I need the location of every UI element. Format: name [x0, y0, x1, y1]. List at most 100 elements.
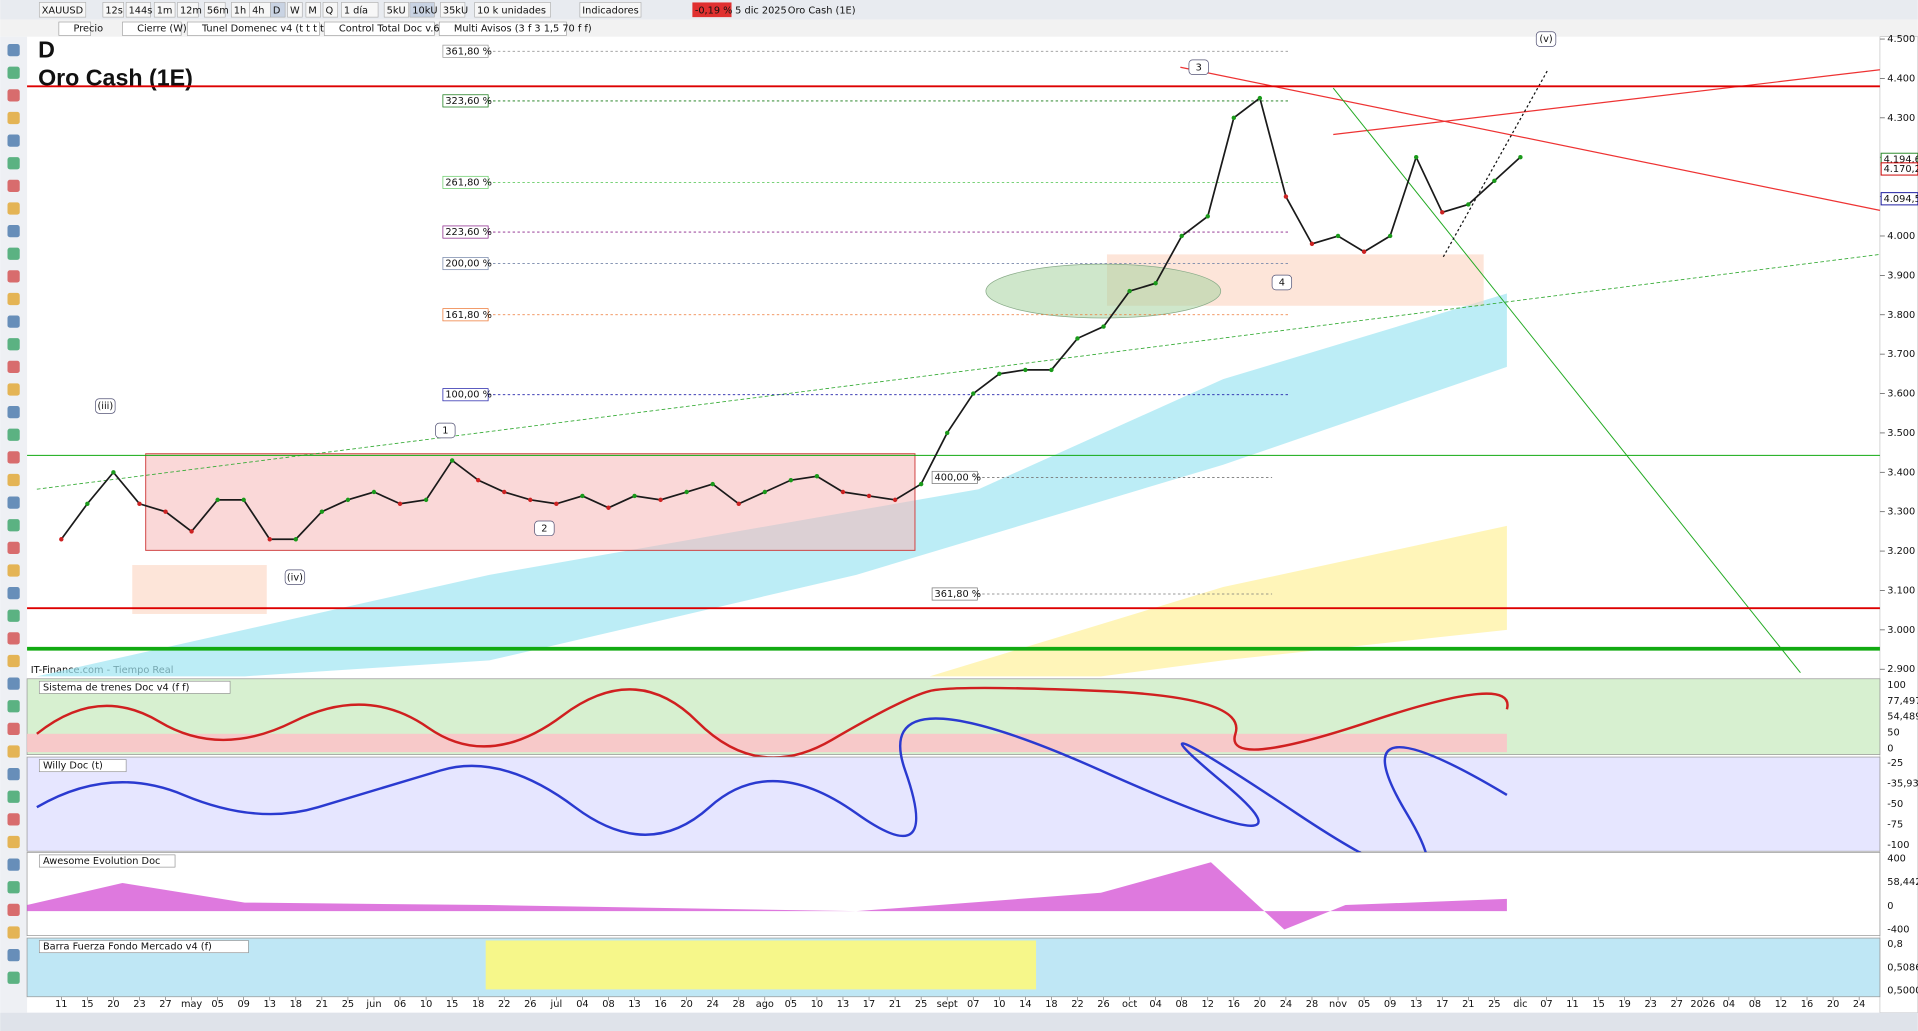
toolbar-label[interactable]: 1 día [344, 4, 368, 16]
toolbar-label[interactable]: D [273, 5, 281, 16]
tool-icon[interactable] [7, 451, 20, 464]
toolbar-button[interactable] [287, 2, 303, 18]
tool-icon[interactable] [7, 949, 20, 962]
tool-icon[interactable] [7, 677, 20, 690]
price-point [267, 537, 272, 542]
tool-icon[interactable] [7, 519, 20, 532]
indicator-tab-label[interactable]: Tunel Domenec v4 (t t t t t t) [201, 24, 342, 35]
toolbar-button[interactable] [322, 2, 339, 18]
toolbar-label[interactable]: 4h [252, 5, 264, 16]
fib-box [442, 388, 489, 402]
toolbar-label[interactable]: Indicadores [582, 5, 638, 16]
tool-icon[interactable] [7, 858, 20, 871]
x-tick-label: 10 [420, 999, 432, 1010]
toolbar-label[interactable]: 12s [105, 5, 123, 16]
tool-icon[interactable] [7, 971, 20, 984]
price-point [997, 371, 1002, 377]
tool-icon[interactable] [7, 903, 20, 917]
tool-icon[interactable] [7, 587, 20, 600]
tool-icon[interactable] [7, 292, 20, 306]
x-tick-label: 10 [993, 999, 1005, 1010]
toolbar-button[interactable] [177, 2, 199, 18]
toolbar-button[interactable] [204, 2, 226, 18]
toolbar-button[interactable] [409, 2, 435, 18]
tool-icon[interactable] [7, 745, 20, 758]
tool-icon[interactable] [7, 44, 20, 57]
tool-icon[interactable] [7, 360, 20, 374]
tool-icon[interactable] [7, 541, 20, 555]
tool-icon[interactable] [7, 428, 20, 441]
toolbar-label[interactable]: W [290, 5, 300, 16]
toolbar-button[interactable] [474, 2, 551, 18]
toolbar-label[interactable]: 10 k unidades [477, 5, 546, 16]
panel-axis-label: 0,5000 [1887, 986, 1918, 997]
tool-icon[interactable] [7, 270, 20, 283]
toolbar-label[interactable]: Q [325, 5, 333, 16]
indicator-tab[interactable] [58, 21, 91, 36]
tool-icon[interactable] [7, 225, 20, 238]
toolbar-button[interactable] [153, 2, 176, 18]
toolbar-label[interactable]: 12m [180, 5, 202, 16]
toolbar-button[interactable] [102, 2, 124, 18]
tool-icon[interactable] [7, 926, 20, 939]
toolbar-button[interactable] [38, 2, 87, 18]
tool-icon[interactable] [7, 89, 20, 102]
panel-title-box [38, 680, 231, 694]
toolbar-button[interactable] [125, 2, 151, 18]
toolbar-label[interactable]: 35kU [443, 5, 468, 16]
x-tick-label: 13 [264, 999, 276, 1010]
range-box [132, 565, 267, 614]
tool-icon[interactable] [7, 406, 20, 419]
tool-icon[interactable] [7, 835, 20, 849]
tool-icon[interactable] [7, 338, 20, 351]
x-tick-label: 13 [628, 999, 640, 1010]
indicator-tab-label[interactable]: Precio [74, 24, 104, 35]
tool-icon[interactable] [7, 202, 20, 215]
tool-icon[interactable] [7, 496, 20, 509]
y-tick-label: 3.000 [1887, 625, 1915, 636]
toolbar-button[interactable] [270, 2, 286, 18]
toolbar-label[interactable]: 56m [207, 5, 229, 16]
toolbar-button[interactable] [341, 2, 379, 18]
tool-icon[interactable] [7, 315, 20, 328]
toolbar-button[interactable] [579, 2, 642, 18]
price-point [1413, 155, 1419, 160]
tool-icon[interactable] [7, 609, 20, 622]
indicator-tab-label[interactable]: Cierre (W) [137, 24, 187, 35]
toolbar-label[interactable]: 144s [129, 5, 153, 16]
tool-icon[interactable] [7, 881, 20, 894]
indicator-tab[interactable] [438, 21, 567, 36]
tool-icon[interactable] [7, 700, 20, 713]
toolbar-button[interactable] [440, 2, 466, 18]
indicator-tab-label[interactable]: Multi Avisos (3 f 3 1,5 70 f f) [454, 24, 592, 35]
tool-icon[interactable] [7, 134, 20, 147]
toolbar-label[interactable]: 1m [157, 5, 173, 16]
tool-icon[interactable] [7, 722, 20, 736]
tool-icon[interactable] [7, 157, 20, 170]
price-point [502, 489, 507, 495]
tool-icon[interactable] [7, 768, 20, 781]
x-tick-label: 21 [1462, 999, 1474, 1010]
tool-icon[interactable] [7, 813, 20, 826]
toolbar-label[interactable]: 10kU [412, 5, 437, 16]
tool-icon[interactable] [7, 179, 20, 193]
tool-icon[interactable] [7, 247, 20, 260]
indicator-tab[interactable] [186, 21, 320, 36]
toolbar-label[interactable]: 5kU [387, 5, 406, 16]
toolbar-label[interactable]: 1h [234, 5, 246, 16]
toolbar-label[interactable]: M [308, 5, 316, 16]
indicator-tab[interactable] [323, 21, 435, 36]
toolbar-button[interactable] [383, 2, 409, 18]
tool-icon[interactable] [7, 564, 20, 577]
indicator-tab-label[interactable]: Control Total Doc v.6 [339, 24, 440, 35]
tool-icon[interactable] [7, 473, 20, 487]
tool-icon[interactable] [7, 111, 20, 125]
toolbar-label[interactable]: XAUUSD [42, 5, 83, 16]
indicator-tab[interactable] [122, 21, 182, 36]
tool-icon[interactable] [7, 66, 20, 79]
toolbar-button[interactable] [305, 2, 321, 18]
tool-icon[interactable] [7, 790, 20, 803]
tool-icon[interactable] [7, 632, 20, 645]
tool-icon[interactable] [7, 654, 20, 668]
tool-icon[interactable] [7, 383, 20, 396]
